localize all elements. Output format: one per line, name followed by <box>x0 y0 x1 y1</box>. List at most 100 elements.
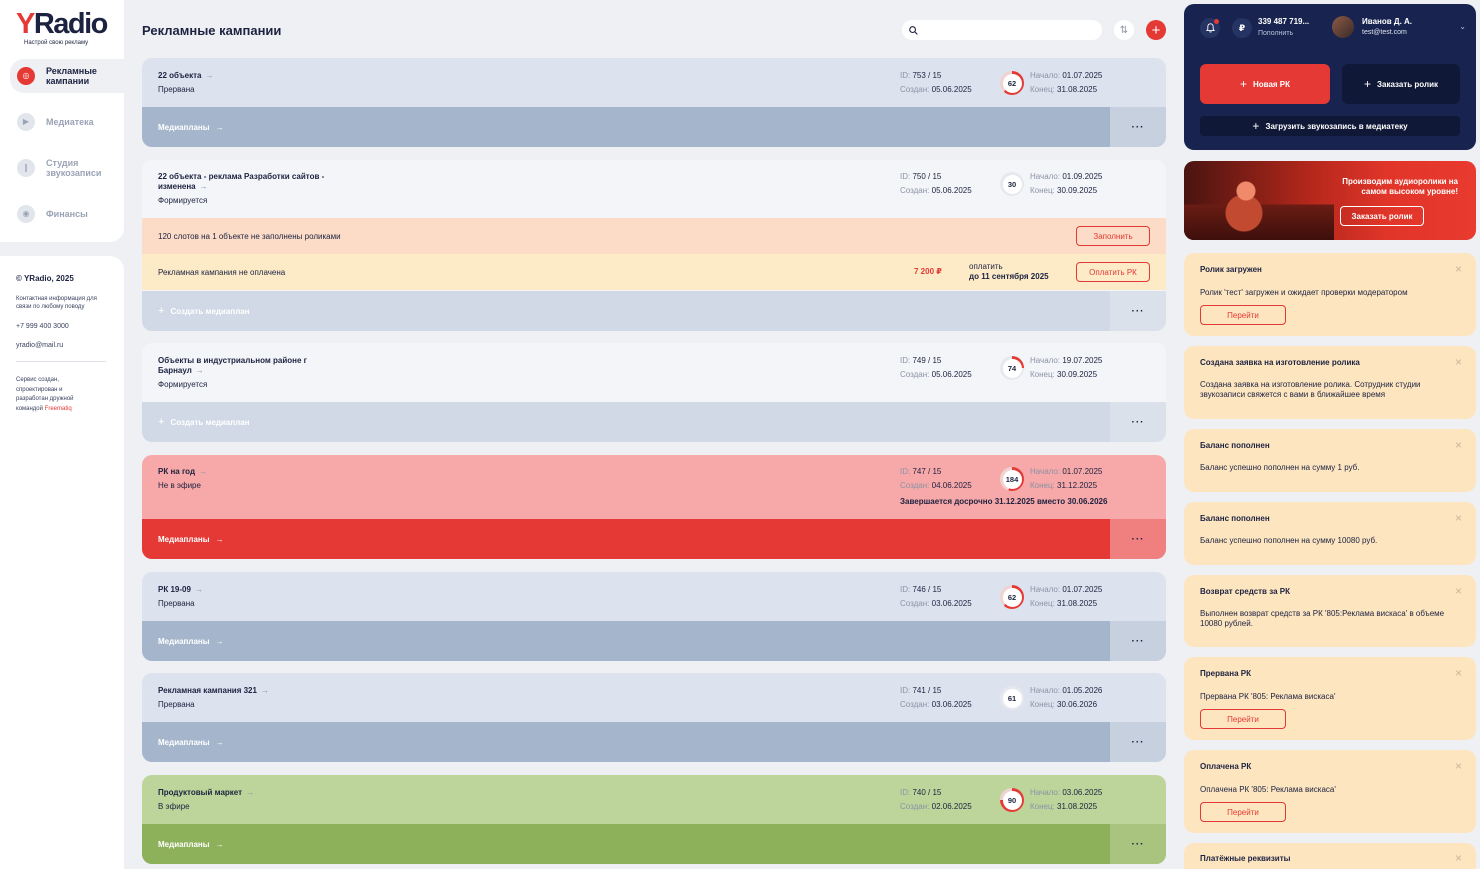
payment-text: Рекламная кампания не оплачена <box>158 267 286 277</box>
arrow-right-icon: → <box>205 71 214 80</box>
sort-icon: ⇅ <box>1119 24 1129 36</box>
plus-icon: + <box>1252 119 1260 133</box>
close-icon[interactable]: × <box>1454 584 1462 598</box>
campaign-status: Прервана <box>158 700 195 709</box>
campaign-title[interactable]: РК на год → <box>158 467 208 476</box>
campaign-status: Не в эфире <box>158 481 201 490</box>
more-button[interactable]: ··· <box>1110 519 1166 559</box>
campaign-title[interactable]: Продуктовый маркет → <box>158 788 255 797</box>
go-button[interactable]: Перейти <box>1200 709 1286 729</box>
campaign-meta: ID: 749 / 15 Создан: 05.06.2025 <box>900 356 972 379</box>
campaign-title[interactable]: РК 19-09 → <box>158 585 203 594</box>
notifications-button[interactable] <box>1200 18 1220 38</box>
campaign-dates: Начало: 01.09.2025 Конец: 30.09.2025 <box>1030 172 1103 195</box>
campaign-dates: Начало: 01.07.2025 Конец: 31.08.2025 <box>1030 71 1103 94</box>
campaign-status: Формируется <box>158 380 208 389</box>
fill-button[interactable]: Заполнить <box>1076 226 1150 246</box>
campaign-title[interactable]: Рекламная кампания 321 → <box>158 686 269 695</box>
campaign-title[interactable]: Объекты в индустриальном районе г Барнау… <box>158 356 307 375</box>
campaign-card: 22 объекта - реклама Разработки сайтов -… <box>142 160 1166 331</box>
more-button[interactable]: ··· <box>1110 402 1166 442</box>
mediaplans-link[interactable]: Медиапланы → <box>142 519 1110 559</box>
add-campaign-button[interactable]: + <box>1146 20 1166 40</box>
mediaplans-bar: Медиапланы → ··· <box>142 722 1166 762</box>
search-box[interactable] <box>902 20 1102 40</box>
plus-icon: + <box>1151 21 1161 39</box>
mediaplans-link[interactable]: Медиапланы → <box>142 107 1110 147</box>
sort-button[interactable]: ⇅ <box>1114 20 1134 40</box>
mediaplans-link[interactable]: Медиапланы → <box>142 722 1110 762</box>
order-clip-button[interactable]: + Заказать ролик <box>1342 64 1460 104</box>
notification-body: Прервана РК '805: Реклама вискаса' <box>1200 692 1336 701</box>
close-icon[interactable]: × <box>1454 666 1462 680</box>
top-up-link[interactable]: Пополнить <box>1258 30 1294 37</box>
progress-ring: 184 <box>1000 467 1024 491</box>
sidebar-footer: © YRadio, 2025 Контактная информация для… <box>0 256 124 869</box>
campaign-dates: Начало: 01.07.2025 Конец: 31.12.2025 <box>1030 467 1103 490</box>
create-mediaplan-link[interactable]: + Создать медиаплан <box>142 402 1110 442</box>
mediaplans-bar: Медиапланы → ··· <box>142 824 1166 864</box>
campaign-status: Прервана <box>158 85 195 94</box>
chevron-down-icon[interactable]: ⌄ <box>1459 22 1466 31</box>
mediaplans-bar: Медиапланы → ··· <box>142 621 1166 661</box>
play-icon: ▶ <box>17 113 35 131</box>
campaign-meta: ID: 750 / 15 Создан: 05.06.2025 <box>900 172 972 195</box>
close-icon[interactable]: × <box>1454 511 1462 525</box>
campaign-dates: Начало: 01.07.2025 Конец: 31.08.2025 <box>1030 585 1103 608</box>
credit-text: Сервис создан, спроектирован и разработа… <box>16 377 74 412</box>
avatar[interactable] <box>1332 16 1354 38</box>
close-icon[interactable]: × <box>1454 438 1462 452</box>
more-button[interactable]: ··· <box>1110 824 1166 864</box>
more-button[interactable]: ··· <box>1110 621 1166 661</box>
search-icon <box>909 25 918 35</box>
notification-title: Баланс пополнен <box>1200 441 1270 450</box>
go-button[interactable]: Перейти <box>1200 802 1286 822</box>
sidebar-item-label: Финансы <box>46 209 88 219</box>
campaign-title[interactable]: 22 объекта - реклама Разработки сайтов -… <box>158 172 325 191</box>
campaign-meta: ID: 747 / 15 Создан: 04.06.2025 <box>900 467 972 490</box>
close-icon[interactable]: × <box>1454 759 1462 773</box>
sidebar-item-label: Медиатека <box>46 117 94 127</box>
close-icon[interactable]: × <box>1454 262 1462 276</box>
arrow-right-icon: → <box>195 366 204 375</box>
banner-text: Производим аудиоролики на самом высоком … <box>1342 177 1458 196</box>
contact-email[interactable]: yradio@mail.ru <box>16 342 64 349</box>
pay-button[interactable]: Оплатить РК <box>1076 262 1150 282</box>
page-title: Рекламные кампании <box>142 23 282 38</box>
notification-title: Оплачена РК <box>1200 762 1252 771</box>
new-campaign-button[interactable]: + Новая РК <box>1200 64 1330 104</box>
notification-title: Ролик загружен <box>1200 265 1262 274</box>
notification-body: Создана заявка на изготовление ролика. С… <box>1200 380 1421 399</box>
arrow-right-icon: → <box>194 585 203 594</box>
campaign-title[interactable]: 22 объекта → <box>158 71 214 80</box>
plus-icon: + <box>1239 77 1247 91</box>
sidebar-item-studio[interactable]: ❙ Студия звукозаписи <box>10 151 124 185</box>
campaign-dates: Начало: 01.05.2026 Конец: 30.06.2026 <box>1030 686 1103 709</box>
campaign-dates: Начало: 03.06.2025 Конец: 31.08.2025 <box>1030 788 1103 811</box>
sidebar-item-media-library[interactable]: ▶ Медиатека <box>10 105 124 139</box>
bell-icon <box>1205 23 1215 33</box>
logo[interactable]: YRadio <box>16 8 108 40</box>
sidebar-item-campaigns[interactable]: ◎ Рекламные кампании <box>10 59 124 93</box>
more-button[interactable]: ··· <box>1110 722 1166 762</box>
more-button[interactable]: ··· <box>1110 291 1166 331</box>
close-icon[interactable]: × <box>1454 355 1462 369</box>
more-button[interactable]: ··· <box>1110 107 1166 147</box>
campaign-card: 22 объекта → Прервана ID: 753 / 15 Создан… <box>142 58 1166 147</box>
credit-team-link[interactable]: Freematiq <box>44 405 72 412</box>
notification-card: Создана заявка на изготовление ролика × … <box>1184 346 1476 419</box>
unread-dot <box>1214 19 1219 24</box>
upload-record-button[interactable]: + Загрузить звукозапись в медиатеку <box>1200 116 1460 136</box>
sidebar-item-finances[interactable]: ◉ Финансы <box>10 197 124 231</box>
mediaplans-link[interactable]: Медиапланы → <box>142 621 1110 661</box>
go-button[interactable]: Перейти <box>1200 305 1286 325</box>
payment-amount: 7 200 ₽ <box>914 267 942 276</box>
banner-order-button[interactable]: Заказать ролик <box>1340 206 1424 226</box>
search-input[interactable] <box>923 25 1093 35</box>
mediaplans-link[interactable]: Медиапланы → <box>142 824 1110 864</box>
campaign-card: Рекламная кампания 321 → Прервана ID: 741… <box>142 673 1166 762</box>
create-mediaplan-link[interactable]: + Создать медиаплан <box>142 291 1110 331</box>
close-icon[interactable]: × <box>1454 851 1462 865</box>
notification-body: Баланс успешно пополнен на сумму 1 руб. <box>1200 463 1360 472</box>
contact-phone[interactable]: +7 999 400 3000 <box>16 323 69 330</box>
